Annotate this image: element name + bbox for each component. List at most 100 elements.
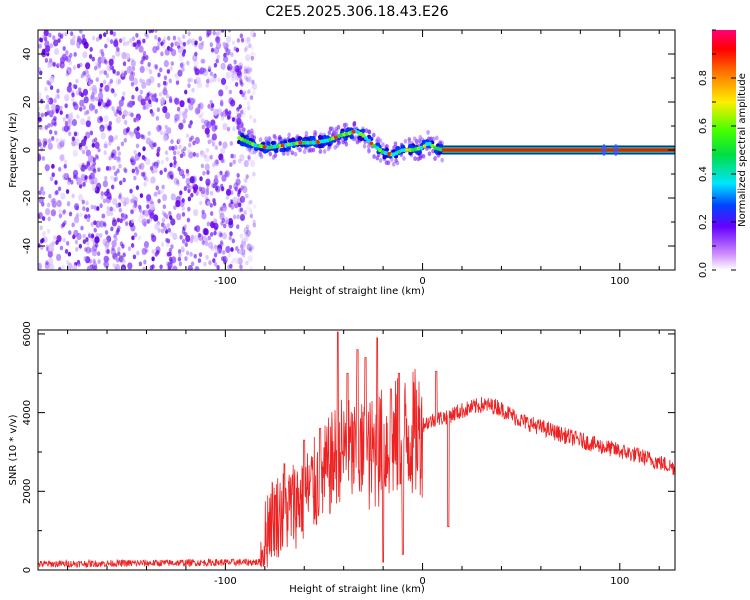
noise-point [248, 43, 252, 49]
noise-point [230, 204, 235, 210]
noise-point [87, 74, 91, 80]
noise-point [142, 266, 146, 270]
noise-point [116, 70, 120, 76]
noise-point [202, 58, 206, 64]
noise-point [220, 147, 226, 155]
noise-point [174, 113, 180, 121]
noise-point [78, 91, 83, 96]
noise-point [140, 98, 146, 106]
noise-point [204, 241, 209, 247]
noise-point [99, 117, 104, 123]
noise-point [41, 48, 46, 54]
noise-point [48, 193, 52, 199]
noise-point [116, 168, 120, 174]
noise-point [186, 60, 190, 66]
noise-point [212, 201, 217, 207]
noise-point [150, 144, 155, 150]
noise-point [184, 108, 188, 114]
ridge-band-point [384, 147, 389, 152]
noise-point [202, 227, 208, 236]
noise-point [109, 65, 113, 70]
noise-point [123, 167, 127, 173]
noise-point [123, 201, 127, 207]
noise-point [102, 198, 107, 204]
noise-point [250, 51, 256, 59]
noise-point [59, 110, 63, 115]
noise-point [38, 214, 41, 219]
noise-point [129, 38, 133, 43]
noise-point [110, 87, 114, 93]
noise-point [236, 125, 240, 130]
noise-point [228, 184, 233, 190]
noise-point [185, 250, 190, 256]
noise-point [134, 153, 140, 161]
ridge-halo-point [328, 126, 333, 132]
noise-point [56, 88, 60, 94]
noise-point [86, 160, 90, 166]
noise-point [169, 47, 173, 52]
noise-point [97, 259, 101, 265]
noise-point [223, 223, 227, 229]
noise-point [234, 82, 239, 87]
noise-point [166, 126, 172, 135]
noise-point [207, 235, 211, 241]
noise-point [111, 106, 115, 111]
noise-point [209, 190, 214, 196]
noise-point [114, 176, 119, 182]
ridge-halo-point [290, 150, 295, 156]
ridge-halo-point [426, 129, 430, 135]
noise-point [166, 223, 170, 228]
noise-point [85, 77, 90, 83]
noise-point [163, 60, 169, 68]
noise-point [197, 258, 202, 263]
noise-point [101, 101, 105, 107]
noise-point [91, 56, 95, 62]
noise-point [64, 94, 70, 102]
noise-point [92, 265, 98, 270]
noise-point [138, 45, 144, 53]
noise-point [120, 212, 127, 221]
noise-point [128, 100, 134, 108]
noise-point [243, 47, 248, 53]
noise-point [245, 77, 249, 82]
noise-point [219, 170, 223, 176]
noise-point [94, 236, 100, 244]
noise-point [38, 190, 42, 196]
noise-point [220, 77, 227, 86]
noise-point [49, 43, 54, 49]
noise-point [56, 199, 62, 208]
noise-point [48, 32, 52, 38]
noise-point [67, 113, 73, 121]
noise-point [109, 211, 114, 216]
noise-point [242, 69, 246, 75]
noise-point [213, 246, 220, 255]
noise-point [161, 217, 166, 223]
noise-point [207, 139, 211, 145]
noise-point [168, 96, 173, 101]
noise-point [120, 141, 125, 147]
noise-point [184, 256, 188, 262]
noise-point [199, 67, 205, 75]
noise-point [72, 83, 76, 89]
noise-point [64, 120, 69, 126]
noise-point [125, 128, 130, 133]
noise-point [208, 260, 212, 266]
noise-point [103, 222, 107, 228]
noise-point [194, 68, 200, 76]
noise-point [223, 216, 230, 225]
noise-point [135, 117, 140, 123]
noise-point [228, 221, 234, 229]
noise-point [235, 47, 240, 53]
noise-point [133, 203, 137, 209]
noise-point [109, 78, 114, 84]
noise-point [86, 217, 90, 223]
noise-point [245, 229, 251, 237]
noise-point [46, 98, 50, 104]
noise-point [99, 86, 103, 92]
noise-point [213, 230, 217, 236]
colorbar-tick-label: 0.2 [698, 214, 709, 230]
noise-point [137, 215, 144, 224]
noise-point [108, 155, 112, 161]
noise-point [244, 178, 248, 183]
noise-point [201, 209, 205, 215]
